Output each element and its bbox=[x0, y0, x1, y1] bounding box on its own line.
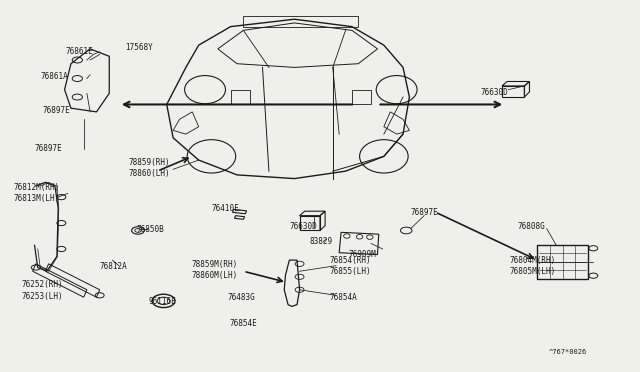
Text: 78859M(RH)
78860M(LH): 78859M(RH) 78860M(LH) bbox=[191, 260, 237, 280]
Text: 76861E: 76861E bbox=[66, 47, 93, 56]
Text: 76252(RH)
76253(LH): 76252(RH) 76253(LH) bbox=[22, 280, 63, 301]
Text: 76410F: 76410F bbox=[211, 204, 239, 213]
Text: 76854(RH)
76855(LH): 76854(RH) 76855(LH) bbox=[330, 256, 371, 276]
Text: 76630D: 76630D bbox=[290, 222, 317, 231]
Text: 78859(RH)
78860(LH): 78859(RH) 78860(LH) bbox=[129, 158, 170, 178]
Text: ^767*0026: ^767*0026 bbox=[548, 349, 587, 355]
Text: 17568Y: 17568Y bbox=[125, 42, 153, 51]
Text: 76812M(RH)
76813M(LH): 76812M(RH) 76813M(LH) bbox=[13, 183, 60, 203]
Text: 76483G: 76483G bbox=[227, 294, 255, 302]
Text: 76854A: 76854A bbox=[330, 294, 357, 302]
Text: 83829: 83829 bbox=[310, 237, 333, 246]
Text: 76812A: 76812A bbox=[100, 262, 127, 271]
Text: 76808G: 76808G bbox=[518, 222, 546, 231]
Text: 76850B: 76850B bbox=[137, 225, 164, 234]
Text: 76630D: 76630D bbox=[481, 88, 509, 97]
Text: 76909M: 76909M bbox=[349, 250, 376, 259]
Text: 76897E: 76897E bbox=[35, 144, 62, 153]
Text: 76854E: 76854E bbox=[229, 320, 257, 328]
Text: 76897E: 76897E bbox=[42, 106, 70, 115]
Text: 76897E: 76897E bbox=[411, 208, 438, 217]
Text: 76804M(RH)
76805M(LH): 76804M(RH) 76805M(LH) bbox=[509, 256, 556, 276]
Text: 96116E: 96116E bbox=[149, 297, 177, 306]
Text: 76861A: 76861A bbox=[41, 72, 68, 81]
